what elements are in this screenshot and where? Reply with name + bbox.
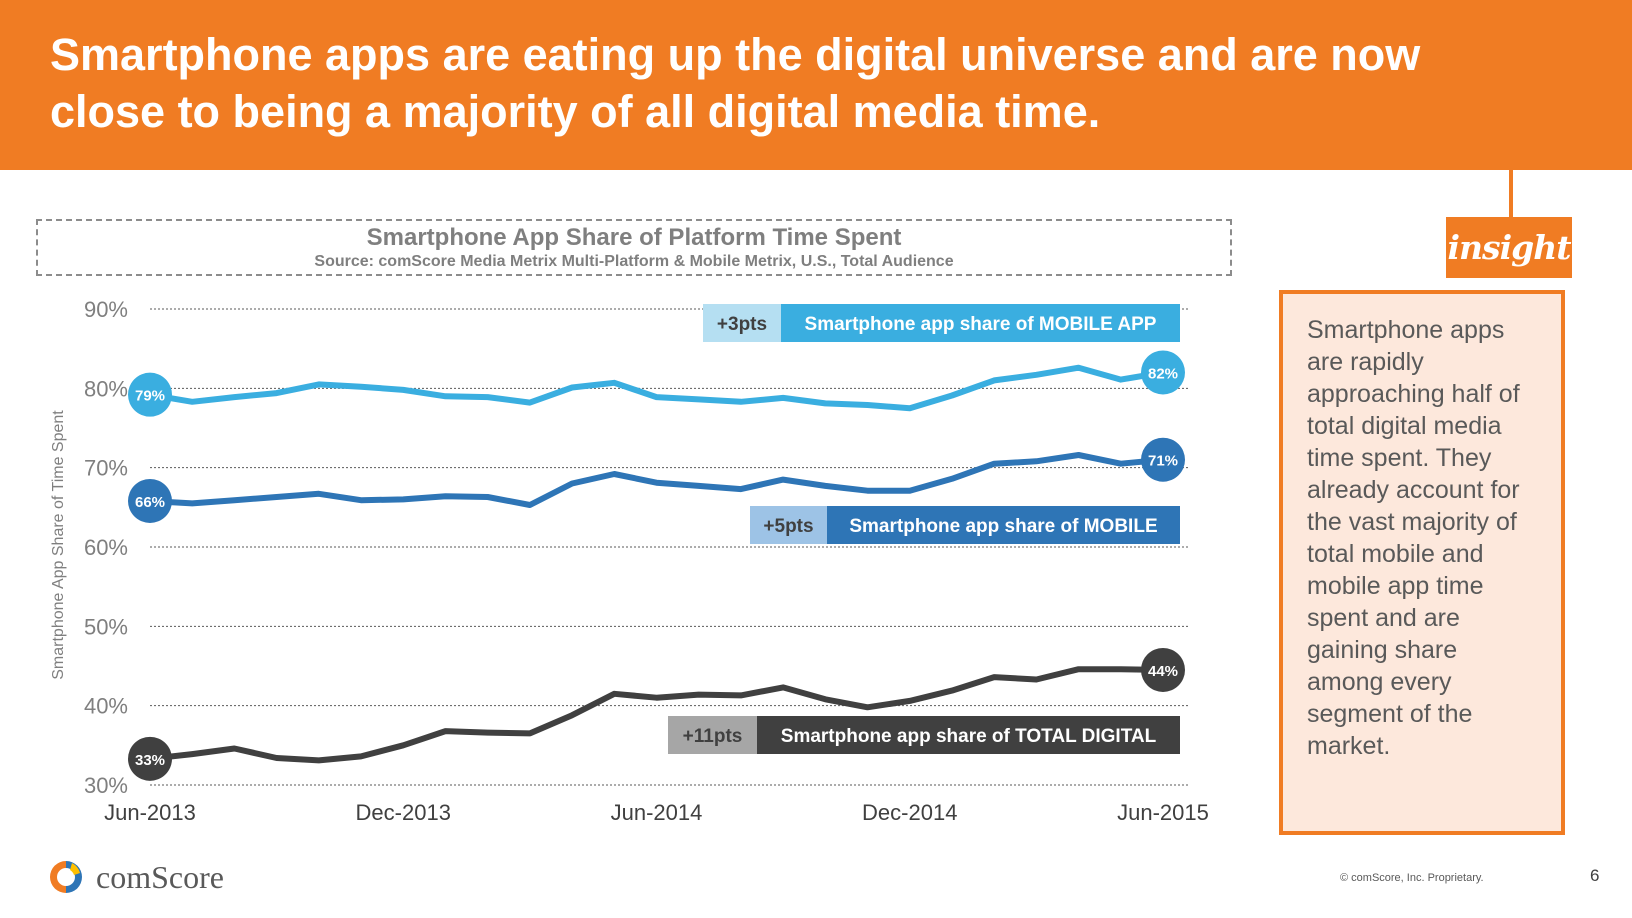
insight-connector-line xyxy=(1509,168,1513,218)
start-data-label-1: 66% xyxy=(135,494,165,511)
y-tick-label: 80% xyxy=(84,376,128,401)
y-tick-label: 40% xyxy=(84,694,128,719)
chart-title: Smartphone App Share of Platform Time Sp… xyxy=(366,224,902,251)
y-tick-label: 60% xyxy=(84,535,128,560)
comscore-logo-text: comScore xyxy=(96,858,224,895)
insight-text: Smartphone apps are rapidly approaching … xyxy=(1307,316,1520,760)
comscore-logo: comScore xyxy=(50,858,224,896)
legend-name-box-0 xyxy=(781,304,1180,342)
insight-box: Smartphone apps are rapidly approaching … xyxy=(1279,290,1565,835)
series-line-2 xyxy=(147,666,1166,764)
y-tick-label: 50% xyxy=(84,614,128,639)
page-number: 6 xyxy=(1590,866,1600,885)
legend-change-badge-2 xyxy=(668,716,757,754)
y-axis-label: Smartphone App Share of Time Spent xyxy=(50,410,67,680)
legend-change-label-0: +3pts xyxy=(717,314,767,335)
y-tick-label: 30% xyxy=(84,773,128,798)
x-tick-label: Dec-2014 xyxy=(862,800,957,825)
legend-series-name-2: Smartphone app share of TOTAL DIGITAL xyxy=(781,726,1157,747)
start-data-label-2: 33% xyxy=(135,752,165,769)
legend-name-box-2 xyxy=(757,716,1180,754)
y-tick-label: 70% xyxy=(84,456,128,481)
legend-change-badge-1 xyxy=(750,506,827,544)
insight-tag: insight xyxy=(1446,217,1572,278)
x-tick-label: Dec-2013 xyxy=(356,800,451,825)
start-point-0 xyxy=(128,372,172,417)
legend-series-name-0: Smartphone app share of MOBILE APP xyxy=(805,314,1157,335)
copyright-notice: © comScore, Inc. Proprietary. xyxy=(1340,872,1484,884)
start-point-2 xyxy=(128,736,172,781)
x-tick-label: Jun-2015 xyxy=(1117,800,1209,825)
series-line-1 xyxy=(147,452,1166,508)
end-point-1 xyxy=(1141,437,1185,482)
x-tick-label: Jun-2013 xyxy=(104,800,196,825)
x-tick-label: Jun-2014 xyxy=(611,800,703,825)
page-title: Smartphone apps are eating up the digita… xyxy=(50,29,1421,137)
end-data-label-1: 71% xyxy=(1148,453,1178,470)
end-point-2 xyxy=(1141,647,1185,692)
end-point-0 xyxy=(1141,350,1185,395)
line-chart: 90% 80% 70% 60% 50% 40% 30% Smartphone App Shar… xyxy=(50,297,1209,825)
start-data-label-0: 79% xyxy=(135,388,165,405)
comscore-logo-icon xyxy=(50,861,82,893)
end-data-label-2: 44% xyxy=(1148,663,1178,680)
y-tick-label: 90% xyxy=(84,297,128,322)
legend-change-badge-0 xyxy=(703,304,781,342)
chart-title-box: Smartphone App Share of Platform Time Sp… xyxy=(36,219,1232,276)
end-data-label-0: 82% xyxy=(1148,365,1178,382)
start-point-1 xyxy=(128,478,172,523)
legend-change-label-2: +11pts xyxy=(683,726,743,747)
legend-change-label-1: +5pts xyxy=(763,516,813,537)
chart-subtitle: Source: comScore Media Metrix Multi-Plat… xyxy=(314,253,954,270)
series-line-0 xyxy=(147,364,1166,412)
legend-name-box-1 xyxy=(827,506,1180,544)
header-banner: Smartphone apps are eating up the digita… xyxy=(0,0,1632,170)
legend-series-name-1: Smartphone app share of MOBILE xyxy=(849,516,1157,537)
